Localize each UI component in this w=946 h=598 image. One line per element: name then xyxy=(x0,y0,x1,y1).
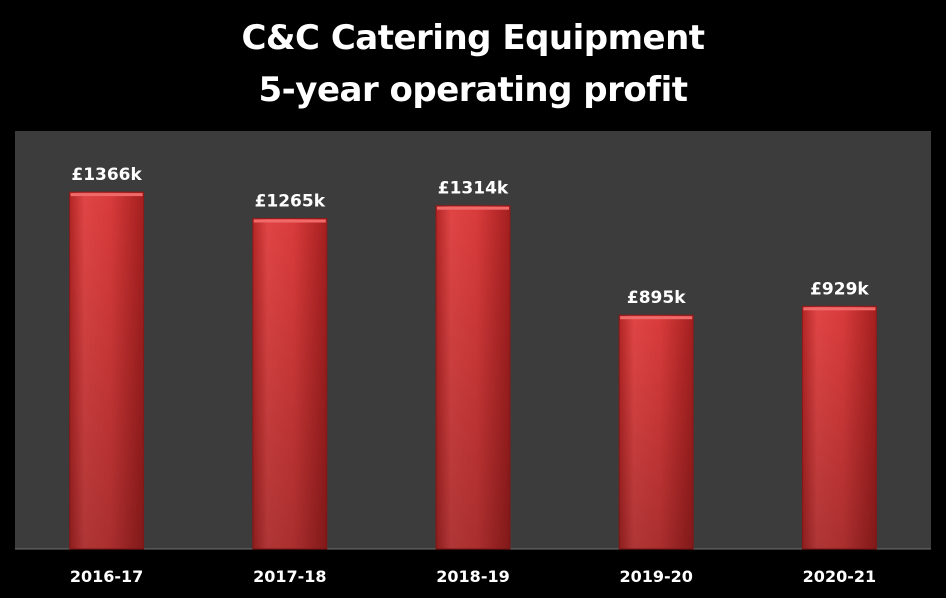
data-label-2020-21: £929k xyxy=(810,279,869,299)
labels-group: £1366k 2016-17 £1265k 2017-18 £1314k 2018-19 £… xyxy=(70,165,876,586)
bar-highlight-2016-17 xyxy=(70,193,143,197)
x-tick-label-2018-19: 2018-19 xyxy=(436,567,509,586)
chart-subtitle: 5-year operating profit xyxy=(258,70,688,110)
data-label-2016-17: £1366k xyxy=(71,165,142,185)
bar-highlight-2020-21 xyxy=(803,307,876,311)
bar-shade-2017-18 xyxy=(252,218,327,549)
bars-group xyxy=(69,191,877,550)
bar-highlight-2017-18 xyxy=(253,219,326,223)
data-label-2018-19: £1314k xyxy=(438,179,509,199)
x-tick-label-2017-18: 2017-18 xyxy=(253,567,326,586)
bar-shade-2016-17 xyxy=(69,192,144,549)
x-tick-label-2020-21: 2020-21 xyxy=(803,567,876,586)
bar-highlight-2019-20 xyxy=(620,316,693,320)
data-label-2017-18: £1265k xyxy=(255,192,326,212)
x-tick-label-2019-20: 2019-20 xyxy=(619,567,692,586)
bar-shade-2018-19 xyxy=(436,205,510,549)
x-tick-label-2016-17: 2016-17 xyxy=(70,567,143,586)
chart-title: C&C Catering Equipment xyxy=(241,18,705,58)
bar-highlight-2018-19 xyxy=(437,206,509,210)
bar-shade-2019-20 xyxy=(619,315,694,549)
data-label-2019-20: £895k xyxy=(627,288,686,308)
bar-shade-2020-21 xyxy=(802,306,877,549)
